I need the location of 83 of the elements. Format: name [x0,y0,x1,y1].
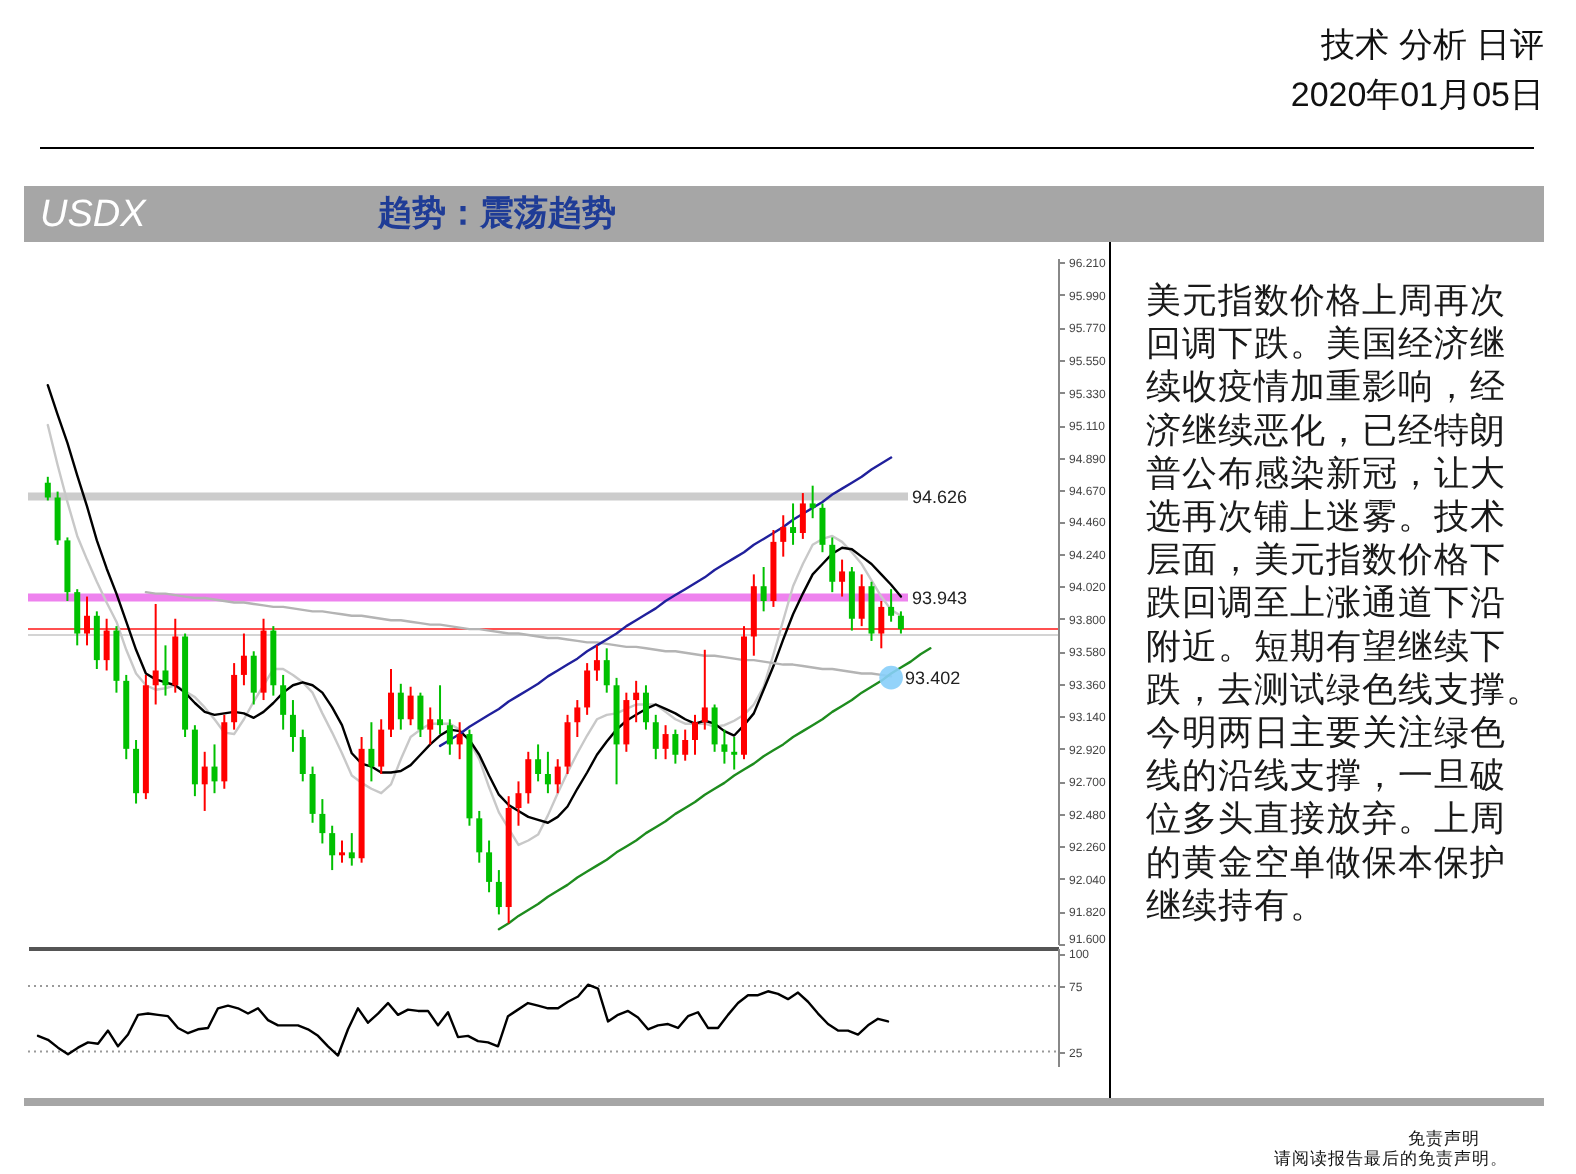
candlestick [652,713,659,761]
candlestick [839,558,846,598]
candlestick [388,668,395,739]
candlestick [152,602,159,706]
candlestick [280,673,287,731]
candlestick [133,738,140,805]
candlestick [211,743,218,795]
ref-line-label: 94.626 [912,486,968,507]
chart-title: USDX [40,194,149,236]
candlestick [250,650,257,706]
candlestick [829,536,836,594]
candlestick [888,588,895,623]
candlestick [848,566,855,632]
line-series [438,456,893,748]
candlestick [731,736,738,771]
candlestick [721,728,728,765]
text: 请阅读报告最后的免责声明。 [1274,1148,1508,1168]
candlestick [417,691,424,739]
candlestick [93,610,100,671]
candlestick [858,573,865,628]
candlestick [338,839,345,864]
candlestick [662,724,669,761]
candlestick [456,721,463,761]
chart-subtitle: 趋势：震荡趋势 [376,194,616,234]
candlestick [240,632,247,687]
candlestick [819,502,826,554]
candlestick [799,492,806,540]
candlestick [201,750,208,812]
candlestick [299,728,306,783]
candlestick [486,839,493,894]
text: 美元指数价格上周再次回调下跌。美国经济继续收疫情加重影响，经济继续恶化，已经特朗普公布感染新冠，让大选再次铺上迷雾。技术层面，美元指数价格下跌回调至上涨通道下沿附近。短期有望继续下跌，去测试绿色线支撑。今明两日主要关注绿色线的沿线支撑，一旦破位多头直接放弃。上周的黄金空单做保本保护继续持有。 [1146,280,1542,925]
candlestick [682,728,689,762]
candlestick [329,824,336,872]
ref-line-label: 93.943 [912,587,968,608]
candlestick [495,869,502,916]
candlestick [584,662,591,716]
line-series [36,983,890,1057]
candlestick [623,691,630,753]
candlestick [437,684,444,736]
candlestick [162,644,169,697]
data-label: 93.402 [905,667,961,688]
candlestick [525,750,532,805]
candlestick [446,718,453,756]
candlestick [103,617,110,672]
candlestick [231,662,238,731]
candlestick [544,750,551,795]
candlestick [397,682,404,731]
candlestick [407,685,414,727]
candlestick [289,699,296,753]
candlestick [642,684,649,731]
candlestick [378,718,385,775]
candlestick [476,809,483,864]
candlestick [368,721,375,783]
candlestick [309,765,316,824]
candlestick [868,580,875,642]
candlestick [672,728,679,765]
candlestick [74,588,81,647]
candlestick [427,706,434,746]
candlestick [633,679,640,724]
candlestick [691,713,698,756]
candlestick [535,743,542,783]
candlestick [348,832,355,867]
candlestick [790,502,797,546]
candlestick [54,490,61,546]
text: 免责声明 [1408,1128,1480,1148]
text: 技术 分析 日评 [1319,26,1544,64]
candlestick [515,780,522,827]
candlestick [84,595,91,647]
candlestick [711,703,718,753]
candlestick [809,484,816,520]
candlestick [319,798,326,845]
candlestick [554,758,561,795]
candlestick [44,475,51,502]
candlestick [780,514,787,558]
candlestick [760,566,767,613]
candlestick [574,699,581,739]
text: 2020年01月05日 [1290,76,1544,114]
candlestick [878,600,885,650]
candlestick [897,610,904,635]
candlestick [564,713,571,775]
candlestick [603,647,610,694]
candlestick [593,644,600,682]
candlestick [701,648,708,731]
